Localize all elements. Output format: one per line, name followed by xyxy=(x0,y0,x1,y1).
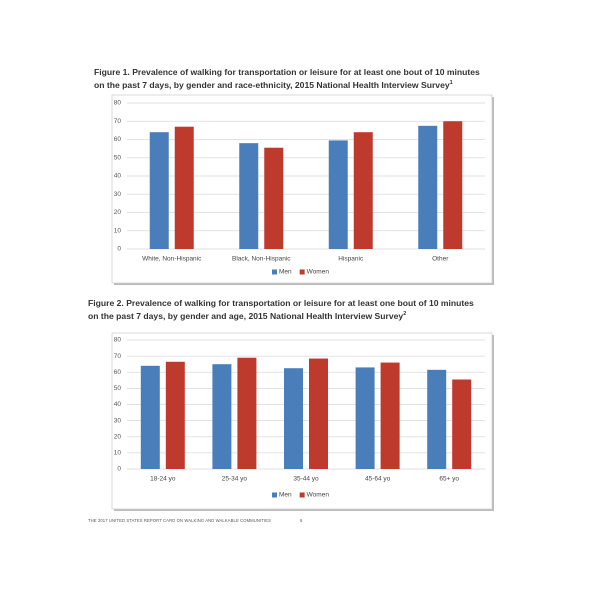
legend-swatch xyxy=(272,492,277,498)
y-tick-label: 30 xyxy=(114,417,122,424)
y-tick-label: 50 xyxy=(114,385,122,392)
title-line: Figure 1. Prevalence of walking for tran… xyxy=(94,67,480,77)
legend-label: Men xyxy=(279,492,292,499)
page-number: 6 xyxy=(300,518,303,523)
y-tick-label: 10 xyxy=(114,227,122,234)
x-tick-label: 35-44 yo xyxy=(293,476,319,483)
x-tick-label: Other xyxy=(432,256,449,263)
y-tick-label: 60 xyxy=(114,369,122,376)
y-tick-label: 40 xyxy=(114,173,122,180)
x-tick-label: White, Non-Hispanic xyxy=(142,256,202,263)
y-tick-label: 0 xyxy=(117,466,121,473)
y-tick-label: 20 xyxy=(114,433,122,440)
title-line: on the past 7 days, by gender and age, 2… xyxy=(88,311,403,321)
title-line: on the past 7 days, by gender and race-e… xyxy=(94,80,450,90)
bar xyxy=(239,143,259,249)
legend-swatch xyxy=(272,269,277,275)
y-tick-label: 0 xyxy=(117,246,121,253)
bar xyxy=(418,125,438,249)
y-tick-label: 60 xyxy=(114,136,122,143)
x-tick-label: 25-34 yo xyxy=(222,476,248,483)
bar xyxy=(174,126,194,249)
y-tick-label: 40 xyxy=(114,401,122,408)
y-tick-label: 80 xyxy=(114,337,122,344)
x-tick-label: 65+ yo xyxy=(439,476,459,483)
y-tick-label: 30 xyxy=(114,191,122,198)
title-line: Figure 2. Prevalence of walking for tran… xyxy=(88,298,474,308)
x-tick-label: 18-24 yo xyxy=(150,476,176,483)
bar xyxy=(380,362,400,469)
bar xyxy=(353,132,373,249)
bar xyxy=(237,357,257,469)
x-tick-label: Hispanic xyxy=(338,256,364,263)
y-tick-label: 20 xyxy=(114,209,122,216)
bar xyxy=(140,365,160,469)
bar xyxy=(149,132,169,249)
y-tick-label: 70 xyxy=(114,353,122,360)
chart-title: Figure 1. Prevalence of walking for tran… xyxy=(94,67,480,90)
chart-title: Figure 2. Prevalence of walking for tran… xyxy=(88,298,474,321)
bar xyxy=(165,361,185,469)
legend-label: Women xyxy=(307,492,330,499)
y-tick-label: 80 xyxy=(114,100,122,107)
title-note: 1 xyxy=(450,80,453,86)
bar xyxy=(328,140,348,249)
bar xyxy=(284,368,303,469)
bar xyxy=(264,147,284,249)
legend-label: Men xyxy=(279,269,292,276)
x-tick-label: Black, Non-Hispanic xyxy=(232,256,291,263)
y-tick-label: 10 xyxy=(114,450,122,457)
bar xyxy=(309,358,328,469)
legend-swatch xyxy=(299,492,305,498)
bar xyxy=(212,364,232,469)
x-tick-label: 45-64 yo xyxy=(365,476,391,483)
footer-text: THE 2017 UNITED STATES REPORT CARD ON WA… xyxy=(88,518,271,523)
y-tick-label: 70 xyxy=(114,118,122,125)
y-tick-label: 50 xyxy=(114,154,122,161)
bar xyxy=(443,121,463,249)
legend-swatch xyxy=(299,269,305,275)
bar xyxy=(427,369,447,469)
legend-label: Women xyxy=(307,269,330,276)
bar xyxy=(452,379,472,469)
bar xyxy=(355,367,375,469)
title-note: 2 xyxy=(403,311,406,317)
